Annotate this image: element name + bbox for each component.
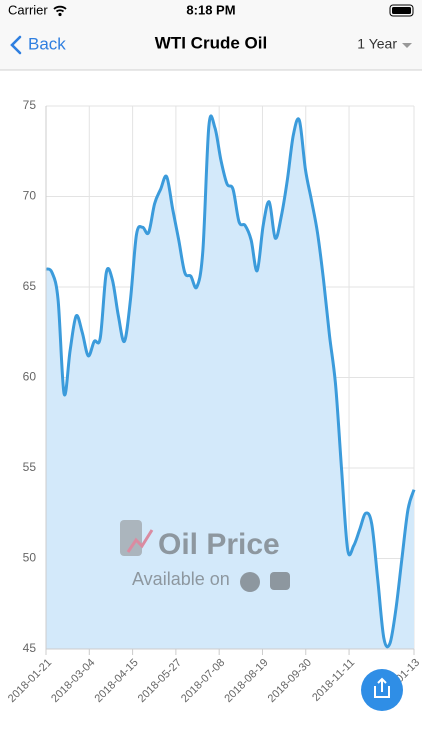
carrier: Carrier [8, 2, 48, 17]
wifi-dot [58, 12, 62, 17]
x-tick-label: 2018-04-15 [92, 657, 140, 705]
x-tick-label: 2018-05-27 [136, 657, 184, 705]
range-caret[interactable] [402, 43, 412, 48]
battery-level [392, 7, 411, 14]
y-tick-label: 70 [23, 189, 37, 203]
y-tick-label: 45 [23, 641, 37, 655]
watermark-title: Oil Price [158, 528, 280, 561]
x-tick-label: 2018-03-04 [49, 657, 97, 705]
x-tick-label: 2018-09-30 [266, 657, 314, 705]
y-tick-label: 50 [23, 551, 37, 565]
top-bar [0, 0, 422, 70]
back-button[interactable]: Back [28, 34, 66, 53]
watermark-barrel [120, 520, 142, 556]
y-tick-label: 60 [23, 370, 37, 384]
y-tick-label: 65 [23, 279, 37, 293]
wifi-icon [53, 5, 67, 13]
android-icon [270, 572, 290, 590]
watermark-arrow [126, 529, 154, 553]
x-tick-label: 2018-08-19 [222, 657, 270, 705]
battery [389, 4, 414, 17]
x-tick-label: 2018-01-21 [6, 657, 54, 705]
apple-icon [240, 572, 260, 592]
chart: 455055606570752018-01-212018-03-042018-0… [6, 98, 422, 705]
y-tick-label: 75 [23, 98, 37, 112]
clock: 8:18 PM [186, 2, 235, 17]
watermark: Oil Price Available on [120, 520, 290, 592]
share-icon[interactable] [374, 677, 390, 698]
x-tick-label: 2018-11-11 [310, 657, 357, 704]
area [46, 115, 414, 650]
line [45, 114, 416, 649]
watermark-subtitle: Available on [132, 569, 230, 589]
back-chevron[interactable] [10, 35, 22, 55]
y-tick-label: 55 [23, 460, 37, 474]
range-selector[interactable]: 1 Year [357, 36, 397, 52]
x-tick-label: 2018-07-08 [179, 657, 227, 705]
nav-title: WTI Crude Oil [155, 33, 267, 52]
